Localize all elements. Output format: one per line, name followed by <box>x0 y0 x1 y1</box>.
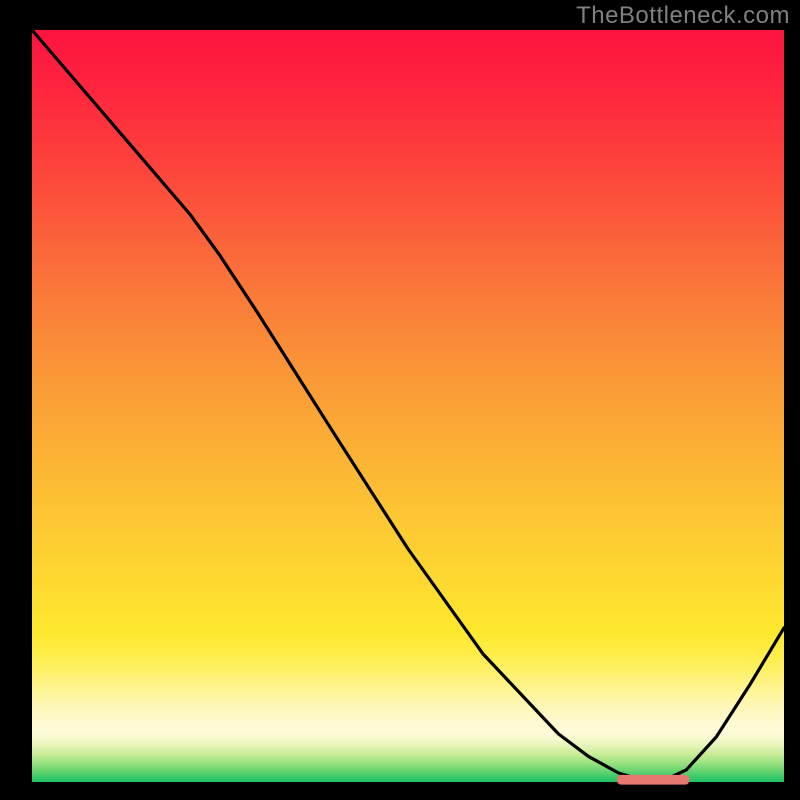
gradient-row <box>32 781 784 782</box>
plot-area <box>32 30 784 782</box>
watermark-text: TheBottleneck.com <box>576 2 790 30</box>
chart-container: TheBottleneck.com <box>0 0 800 800</box>
